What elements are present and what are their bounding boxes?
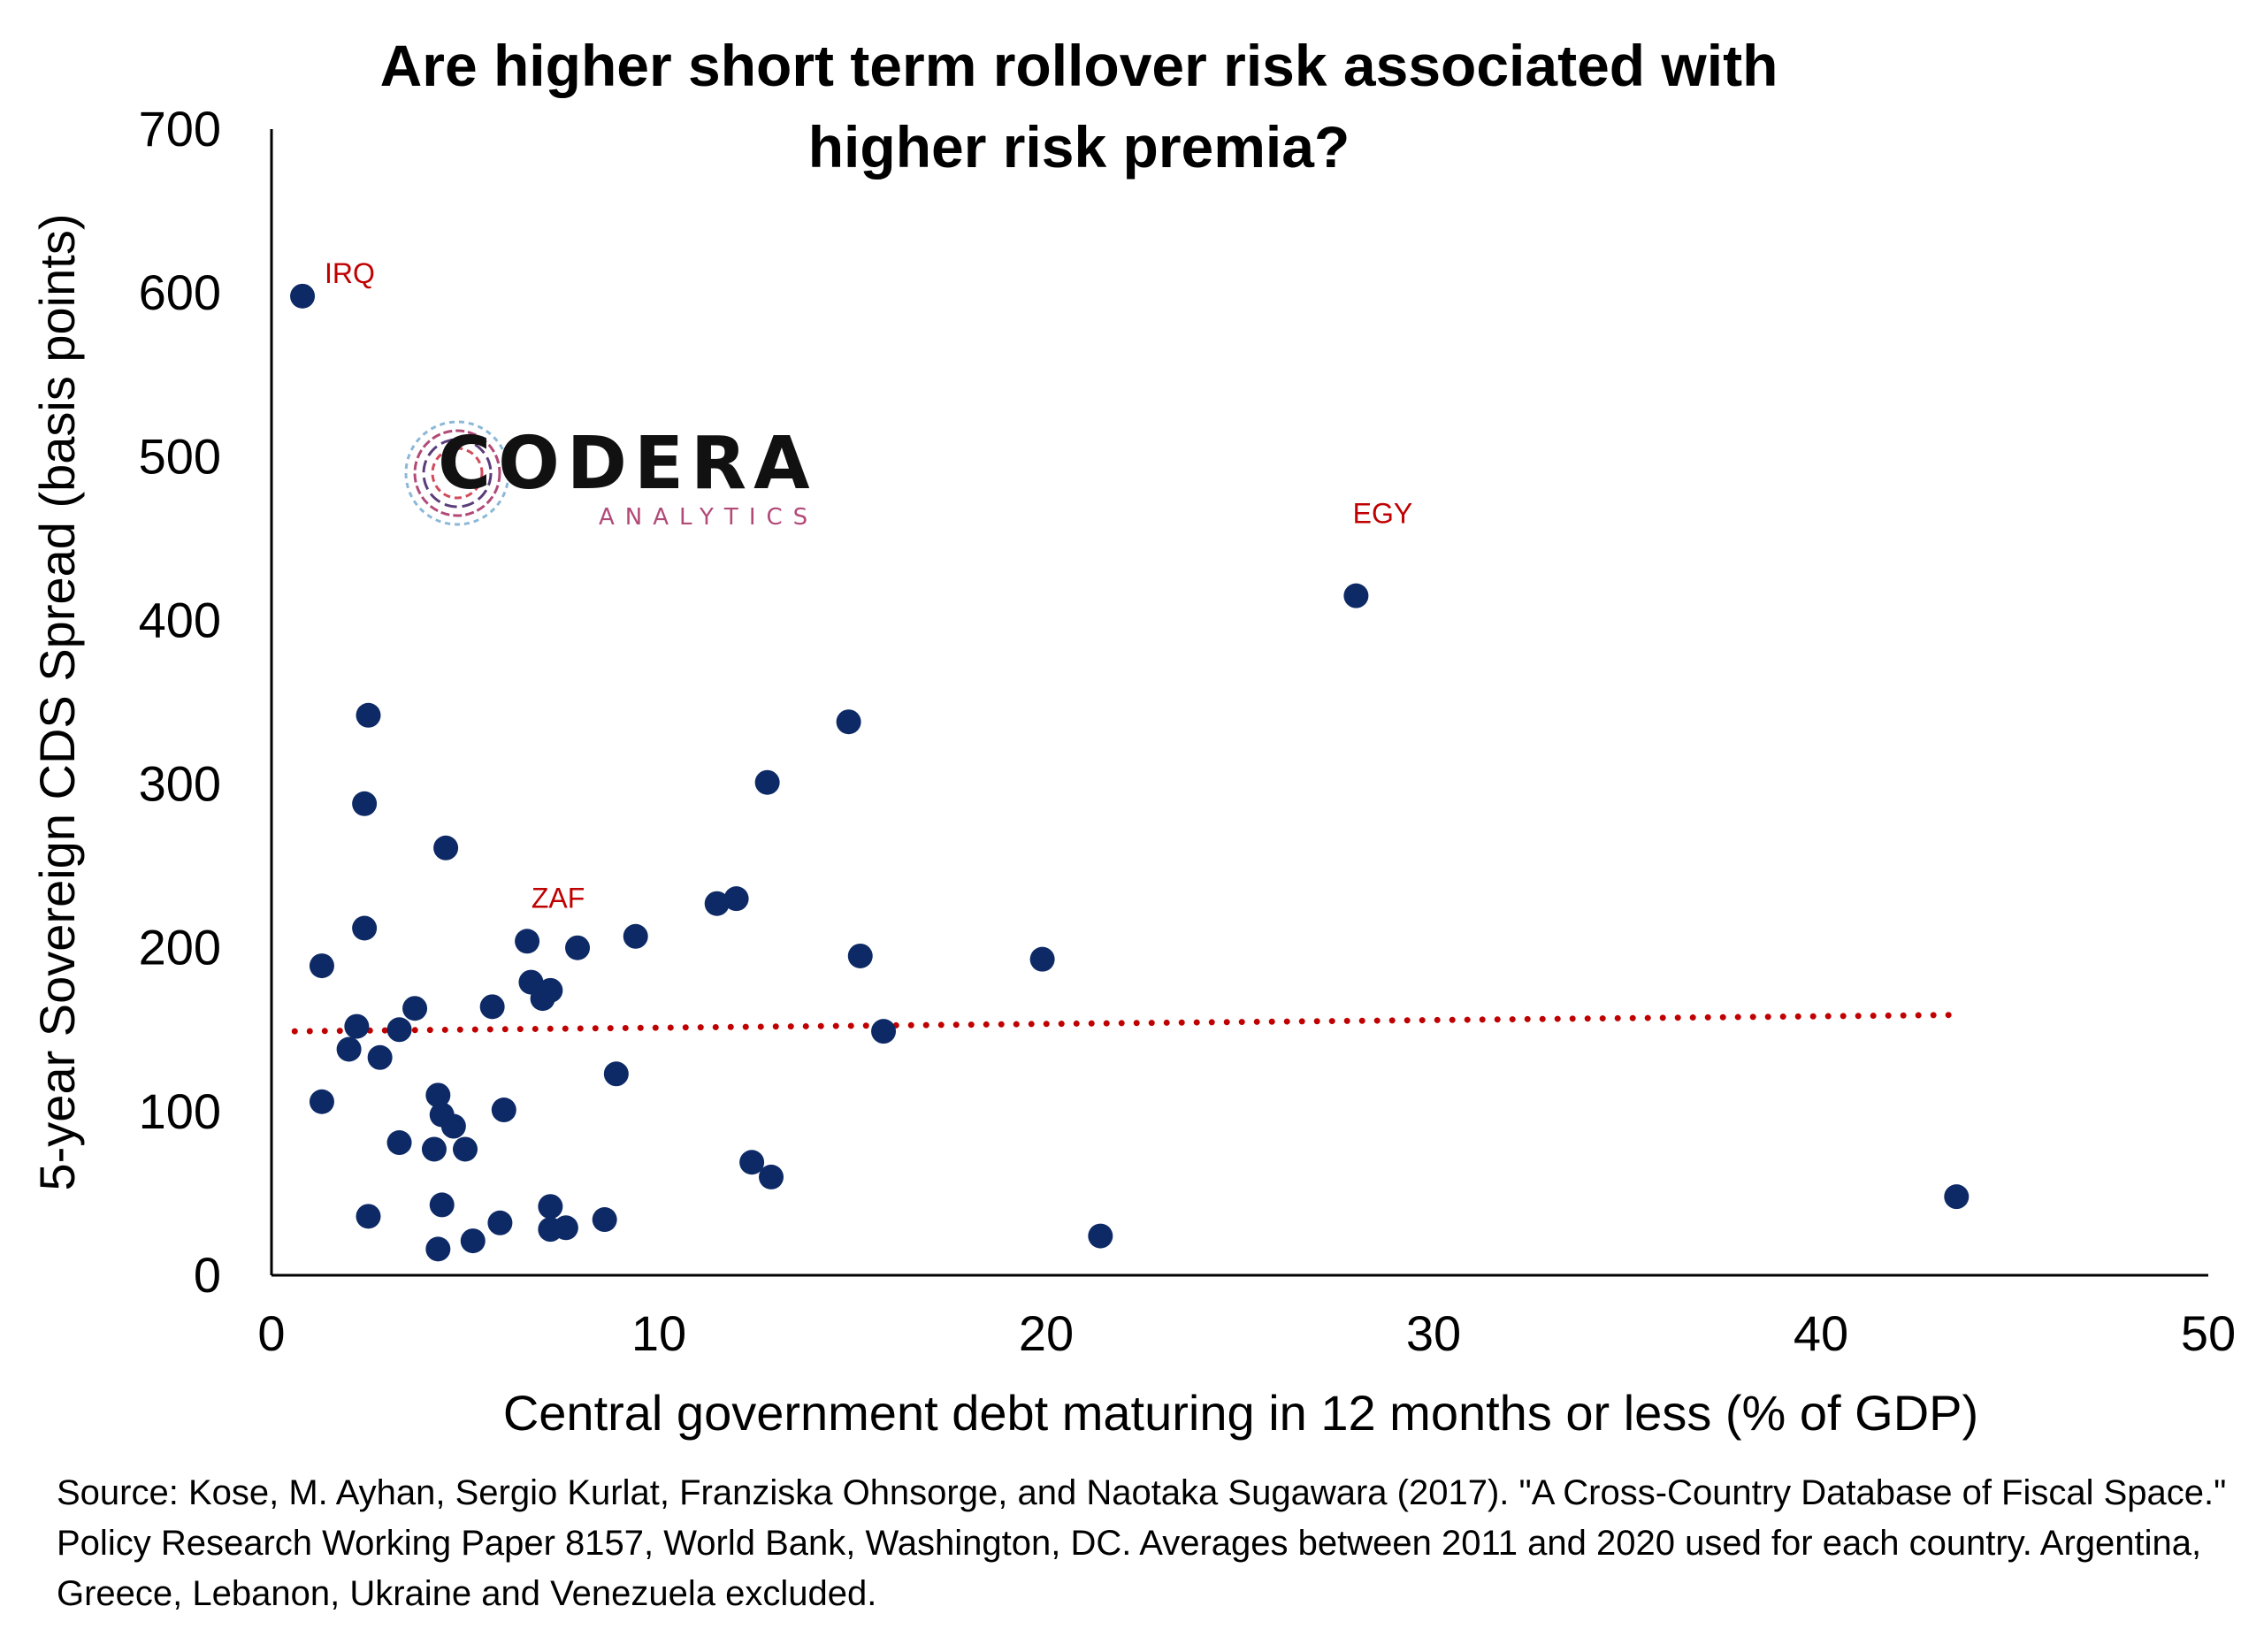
annotation-label: ZAF: [532, 882, 585, 914]
data-point: [453, 1136, 478, 1162]
y-tick-label: 700: [139, 101, 221, 157]
data-point: [847, 943, 873, 968]
data-point: [592, 1207, 617, 1233]
y-tick-label: 200: [139, 920, 221, 975]
axes: [270, 129, 2208, 1277]
data-point: [386, 1130, 412, 1156]
y-tick-label: 100: [139, 1083, 221, 1139]
data-point: [515, 929, 540, 954]
logo-wordmark: CODERA: [438, 422, 817, 506]
data-point: [386, 1017, 412, 1043]
data-point: [344, 1013, 370, 1039]
y-tick-label: 600: [139, 264, 221, 320]
data-point: [603, 1061, 629, 1087]
data-point: [402, 996, 428, 1021]
x-tick-label: 50: [2181, 1305, 2236, 1361]
data-point: [336, 1036, 362, 1062]
y-tick-label: 0: [194, 1247, 221, 1303]
logo-tagline: ANALYTICS: [599, 504, 819, 531]
annotation-label: IRQ: [325, 257, 375, 289]
chart-title: Are higher short term rollover risk asso…: [379, 33, 1778, 180]
y-tick-label: 500: [139, 428, 221, 484]
logo-rings-icon: [404, 420, 509, 526]
data-point: [565, 935, 591, 960]
data-point: [479, 994, 505, 1020]
data-point: [356, 1204, 381, 1229]
data-point: [440, 1113, 466, 1139]
data-point: [723, 886, 749, 912]
y-tick-label: 300: [139, 756, 221, 812]
data-point: [1944, 1184, 1970, 1210]
data-point: [352, 915, 378, 941]
data-point: [1088, 1223, 1113, 1249]
codera-logo: CODERA ANALYTICS: [402, 407, 827, 548]
trendline: [291, 1012, 1960, 1035]
data-point: [425, 1082, 451, 1108]
data-point: [425, 1236, 451, 1262]
data-point: [836, 709, 861, 735]
trendline-path: [291, 1012, 1960, 1035]
point-annotations: IRQ EGY ZAF: [325, 257, 1412, 914]
data-point: [871, 1019, 897, 1044]
data-point: [704, 891, 730, 916]
data-point: [553, 1215, 578, 1241]
data-point: [759, 1164, 784, 1189]
x-tick-label: 20: [1019, 1305, 1074, 1361]
data-point: [530, 986, 555, 1012]
data-point: [623, 923, 648, 949]
data-point: [460, 1228, 486, 1254]
data-point: [367, 1044, 393, 1070]
x-tick-label: 30: [1406, 1305, 1461, 1361]
x-tick-labels: 0 10 20 30 40 50: [257, 1305, 2236, 1361]
annotation-label: EGY: [1353, 498, 1413, 530]
data-point: [352, 791, 378, 816]
y-axis-label: 5-year Sovereign CDS Spread (basis point…: [29, 214, 85, 1191]
data-point: [1029, 946, 1055, 972]
data-point: [429, 1192, 455, 1218]
data-point: [309, 1089, 334, 1114]
data-point: [421, 1136, 447, 1162]
data-point: [356, 702, 381, 728]
x-tick-label: 40: [1794, 1305, 1848, 1361]
data-point: [538, 1194, 563, 1220]
data-point: [491, 1098, 516, 1123]
data-point: [433, 835, 459, 860]
source-note: Source: Kose, M. Ayhan, Sergio Kurlat, F…: [57, 1473, 2227, 1613]
y-tick-labels: 0 100 200 300 400 500 600 700: [139, 101, 221, 1303]
data-point: [487, 1210, 513, 1235]
data-point: [739, 1150, 765, 1175]
x-tick-label: 0: [257, 1305, 285, 1361]
data-point: [1343, 583, 1369, 608]
x-axis-label: Central government debt maturing in 12 m…: [503, 1385, 1978, 1441]
x-tick-label: 10: [631, 1305, 686, 1361]
data-points: [290, 283, 1970, 1262]
data-point: [290, 283, 316, 309]
y-tick-label: 400: [139, 592, 221, 647]
data-point: [754, 769, 780, 795]
data-point: [309, 953, 334, 979]
